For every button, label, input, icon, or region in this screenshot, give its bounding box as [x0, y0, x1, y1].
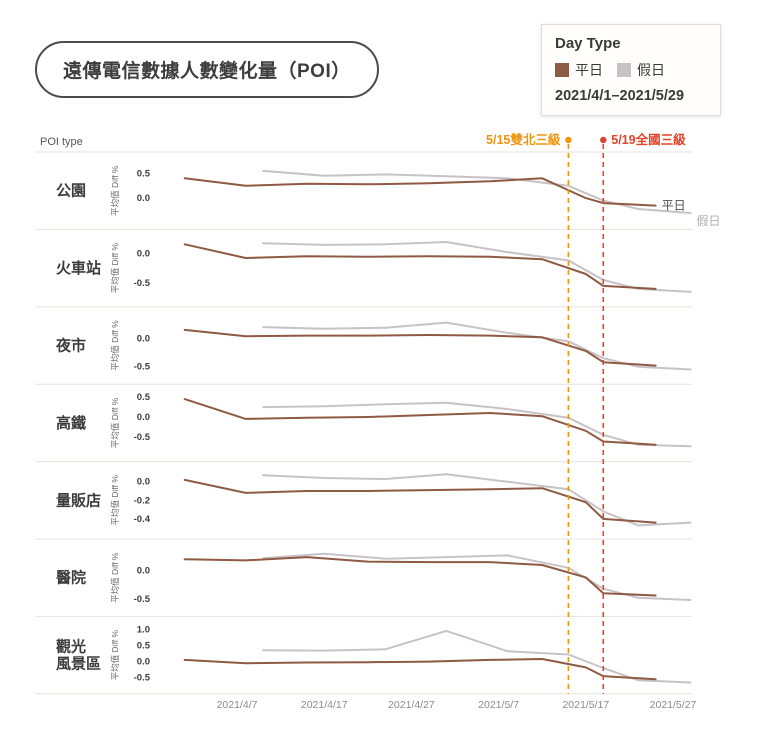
poi-type-label: POI type	[40, 136, 83, 148]
y-tick-label: -0.5	[134, 278, 151, 289]
y-tick-label: -0.5	[134, 432, 151, 443]
x-tick-label: 2021/4/27	[388, 699, 435, 711]
park-line-weekday	[183, 177, 657, 207]
poi-label-hospital: 醫院	[56, 569, 86, 587]
annotation-dot-national-level3	[600, 136, 607, 144]
hypermarket-line-holiday	[262, 473, 692, 527]
x-tick-label: 2021/5/17	[562, 699, 609, 711]
x-tick-label: 2021/5/27	[650, 699, 697, 711]
y-axis-label: 平均值 Diff %	[110, 242, 120, 293]
poi-label-hypermarket: 量販店	[56, 491, 101, 509]
y-axis-label: 平均值 Diff %	[110, 165, 120, 216]
y-tick-label: 0.0	[137, 566, 150, 577]
holiday-legend-label: 假日	[637, 62, 665, 78]
x-tick-label: 2021/4/17	[301, 699, 348, 711]
legend-date-range: 2021/4/1–2021/5/29	[555, 88, 685, 104]
line-end-label-holiday: 假日	[696, 214, 720, 228]
page-title-text: 遠傳電信數據人數變化量（POI）	[63, 61, 351, 82]
y-tick-label: 0.5	[137, 168, 151, 179]
y-tick-label: -0.5	[134, 362, 151, 373]
y-tick-label: 0.0	[137, 477, 150, 488]
poi-label-train-station: 火車站	[56, 259, 101, 277]
y-tick-label: -0.5	[134, 673, 151, 684]
poi-label-hsr: 高鐵	[56, 414, 86, 432]
annotation-label-national-level3: 5/19全國三級	[611, 132, 686, 147]
park-line-holiday	[262, 169, 692, 214]
annotation-label-double-north-level3: 5/15雙北三級	[486, 132, 561, 147]
hsr-line-weekday	[183, 398, 657, 446]
hospital-line-holiday	[262, 552, 692, 601]
line-end-label-weekday: 平日	[662, 199, 686, 213]
annotation-dot-double-north-level3	[565, 136, 572, 144]
y-tick-label: -0.5	[134, 594, 151, 605]
poi-label-scenic-area: 觀光	[56, 638, 86, 656]
night-market-line-holiday	[262, 321, 692, 371]
weekday-legend-label: 平日	[575, 62, 603, 78]
holiday-swatch-icon	[617, 63, 631, 77]
x-tick-label: 2021/5/7	[478, 699, 519, 711]
y-tick-label: 0.0	[137, 657, 150, 668]
y-axis-label: 平均值 Diff %	[110, 552, 120, 603]
y-axis-label: 平均值 Diff %	[110, 397, 120, 448]
y-axis-label: 平均值 Diff %	[110, 475, 120, 526]
legend: Day Type 平日 假日 2021/4/1–2021/5/29	[541, 24, 721, 116]
y-tick-label: 0.0	[137, 412, 150, 423]
poi-label-scenic-area: 風景區	[56, 655, 101, 673]
y-tick-label: -0.2	[134, 495, 150, 506]
y-tick-label: 0.5	[137, 392, 151, 403]
x-tick-label: 2021/4/7	[217, 699, 258, 711]
y-tick-label: -0.4	[134, 514, 151, 525]
night-market-line-weekday	[183, 328, 657, 367]
legend-items: 平日 假日	[555, 60, 707, 80]
y-tick-label: 0.0	[137, 193, 150, 204]
hospital-line-weekday	[183, 556, 657, 597]
hypermarket-line-weekday	[183, 478, 657, 524]
poi-label-park: 公園	[56, 183, 86, 200]
y-tick-label: 0.0	[137, 248, 150, 259]
y-axis-label: 平均值 Diff %	[110, 629, 120, 680]
scenic-area-line-weekday	[183, 658, 657, 681]
y-tick-label: 0.0	[137, 333, 150, 344]
weekday-swatch-icon	[555, 63, 569, 77]
train-station-line-weekday	[183, 243, 657, 290]
legend-title: Day Type	[555, 35, 621, 52]
y-axis-label: 平均值 Diff %	[110, 320, 120, 371]
poi-label-night-market: 夜市	[55, 337, 86, 355]
page-title: 遠傳電信數據人數變化量（POI）	[35, 41, 379, 98]
hsr-line-holiday	[262, 401, 692, 448]
y-tick-label: 0.5	[137, 640, 151, 651]
scenic-area-line-holiday	[262, 629, 692, 684]
train-station-line-holiday	[262, 241, 692, 293]
y-tick-label: 1.0	[137, 624, 150, 635]
